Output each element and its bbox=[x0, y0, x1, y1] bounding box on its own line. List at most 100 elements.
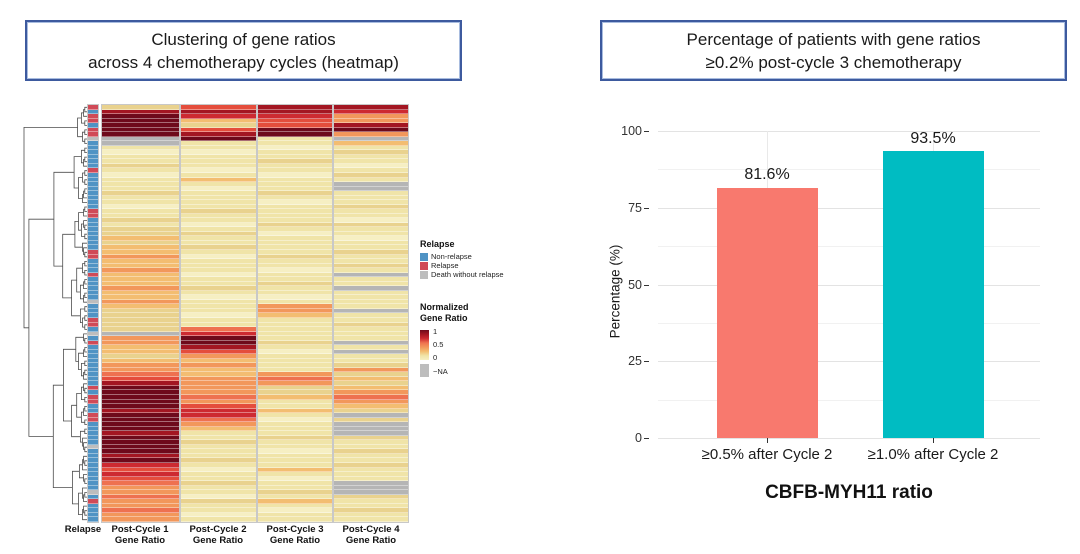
heatmap-column-post-cycle-3 bbox=[257, 104, 333, 523]
heatmap-row-cell bbox=[88, 381, 98, 386]
relapse-legend-title: Relapse bbox=[420, 239, 455, 249]
heatmap-row-cell bbox=[181, 331, 256, 337]
heatmap-row-cell bbox=[102, 200, 179, 205]
heatmap-row-cell bbox=[88, 426, 98, 432]
y-axis-ticks: 0 25 50 75 100 bbox=[600, 124, 651, 445]
heatmap-row-cell bbox=[102, 426, 179, 432]
y-tick-mark bbox=[644, 131, 649, 132]
heatmap-row-cell bbox=[258, 141, 332, 146]
heatmap-row-cell bbox=[334, 372, 408, 377]
heatmap-row-cell bbox=[88, 485, 98, 491]
heatmap-row-cell bbox=[88, 209, 98, 214]
na-swatch bbox=[420, 364, 429, 377]
heatmap-row-cell bbox=[88, 191, 98, 196]
major-gridline bbox=[658, 361, 1040, 363]
heatmap-row-cell bbox=[258, 177, 332, 183]
heatmap-row-cell bbox=[334, 385, 408, 391]
left-panel-title-box: Clustering of gene ratios across 4 chemo… bbox=[25, 20, 462, 81]
heatmap-row-cell bbox=[88, 299, 98, 305]
heatmap-row-cell bbox=[88, 172, 98, 178]
heatmap-row-cell bbox=[88, 508, 98, 513]
heatmap-row-cell bbox=[334, 195, 408, 201]
heatmap-row-cell bbox=[181, 508, 256, 513]
heatmap-row-cell bbox=[102, 105, 179, 110]
heatmap-row-cell bbox=[88, 413, 98, 418]
heatmap-row-cell bbox=[181, 376, 256, 382]
heatmap-row-cell bbox=[181, 286, 256, 291]
heatmap-row-cell bbox=[102, 449, 179, 454]
heatmap-row-cell bbox=[258, 354, 332, 359]
heatmap-row-cell bbox=[334, 472, 408, 477]
relapse-swatch bbox=[420, 261, 428, 270]
heatmap-row-cell bbox=[258, 494, 332, 500]
heatmap-row-cell bbox=[181, 490, 256, 495]
heatmap-row-cell bbox=[181, 476, 256, 482]
heatmap-row-cell bbox=[258, 272, 332, 278]
heatmap-row-cell bbox=[181, 440, 256, 445]
heatmap-row-cell bbox=[102, 517, 179, 522]
heatmap-row-cell bbox=[181, 354, 256, 359]
heatmap-row-cell bbox=[102, 123, 179, 128]
heatmap-row-cell bbox=[102, 494, 179, 500]
heatmap-row-cell bbox=[258, 431, 332, 436]
heatmap-row-cell bbox=[181, 141, 256, 146]
major-gridline bbox=[658, 131, 1040, 132]
heatmap-row-cell bbox=[334, 517, 408, 522]
heatmap-row-cell bbox=[334, 327, 408, 332]
heatmap-row-cell bbox=[258, 481, 332, 486]
heatmap-row-cell bbox=[334, 354, 408, 359]
heatmap-row-cell bbox=[88, 154, 98, 160]
heatmap-row-cell bbox=[334, 467, 408, 473]
heatmap-row-cell bbox=[88, 444, 98, 450]
minor-gridline bbox=[658, 169, 1040, 171]
heatmap-row-cell bbox=[334, 435, 408, 441]
heatmap-row-cell bbox=[88, 363, 98, 368]
heatmap-row-cell bbox=[88, 327, 98, 332]
heatmap-row-cell bbox=[258, 250, 332, 255]
heatmap-row-cell bbox=[334, 191, 408, 196]
heatmap-row-cell bbox=[88, 404, 98, 409]
heatmap-row-cell bbox=[181, 290, 256, 296]
ratio-legend-title-line1: Normalized bbox=[420, 302, 469, 312]
heatmap-row-cell bbox=[88, 127, 98, 133]
heatmap-row-cell bbox=[181, 363, 256, 368]
heatmap-row-cell bbox=[102, 408, 179, 414]
heatmap-row-cell bbox=[334, 358, 408, 364]
heatmap-row-cell bbox=[334, 295, 408, 300]
heatmap-row-cell bbox=[102, 462, 179, 468]
heatmap-row-cell bbox=[102, 286, 179, 291]
colorbar-tick-1: 1 bbox=[433, 327, 438, 336]
heatmap-row-cell bbox=[258, 123, 332, 128]
heatmap-row-cell bbox=[88, 358, 98, 364]
heatmap-row-cell bbox=[88, 123, 98, 128]
heatmap-row-cell bbox=[181, 449, 256, 454]
heatmap-row-cell bbox=[334, 245, 408, 250]
heatmap-row-cell bbox=[258, 254, 332, 260]
heatmap-row-cell bbox=[88, 114, 98, 119]
heatmap-row-cell bbox=[102, 240, 179, 246]
heatmap-row-cell bbox=[334, 363, 408, 368]
heatmap-row-cell bbox=[181, 399, 256, 405]
heatmap-row-cell bbox=[258, 508, 332, 513]
heatmap-row-cell bbox=[258, 231, 332, 237]
heatmap-row-cell bbox=[334, 272, 408, 278]
heatmap-row-cell bbox=[334, 159, 408, 164]
heatmap-row-cell bbox=[102, 317, 179, 323]
heatmap-row-cell bbox=[88, 367, 98, 373]
heatmap-row-cell bbox=[102, 145, 179, 151]
heatmap-row-cell bbox=[181, 231, 256, 237]
heatmap-row-cell bbox=[181, 195, 256, 201]
heatmap-row-cell bbox=[334, 136, 408, 142]
heatmap-row-cell bbox=[258, 462, 332, 468]
heatmap-row-cell bbox=[181, 340, 256, 346]
heatmap-row-cell bbox=[88, 517, 98, 522]
heatmap-row-cell bbox=[181, 132, 256, 137]
heatmap-row-cell bbox=[181, 435, 256, 441]
heatmap-row-cell bbox=[258, 114, 332, 119]
heatmap-row-cell bbox=[258, 435, 332, 441]
heatmap-row-cell bbox=[102, 453, 179, 459]
heatmap-row-cell bbox=[258, 317, 332, 323]
heatmap-row-cell bbox=[181, 118, 256, 124]
x-tick-label: ≥1.0% after Cycle 2 bbox=[867, 446, 999, 463]
heatmap-row-cell bbox=[258, 503, 332, 509]
